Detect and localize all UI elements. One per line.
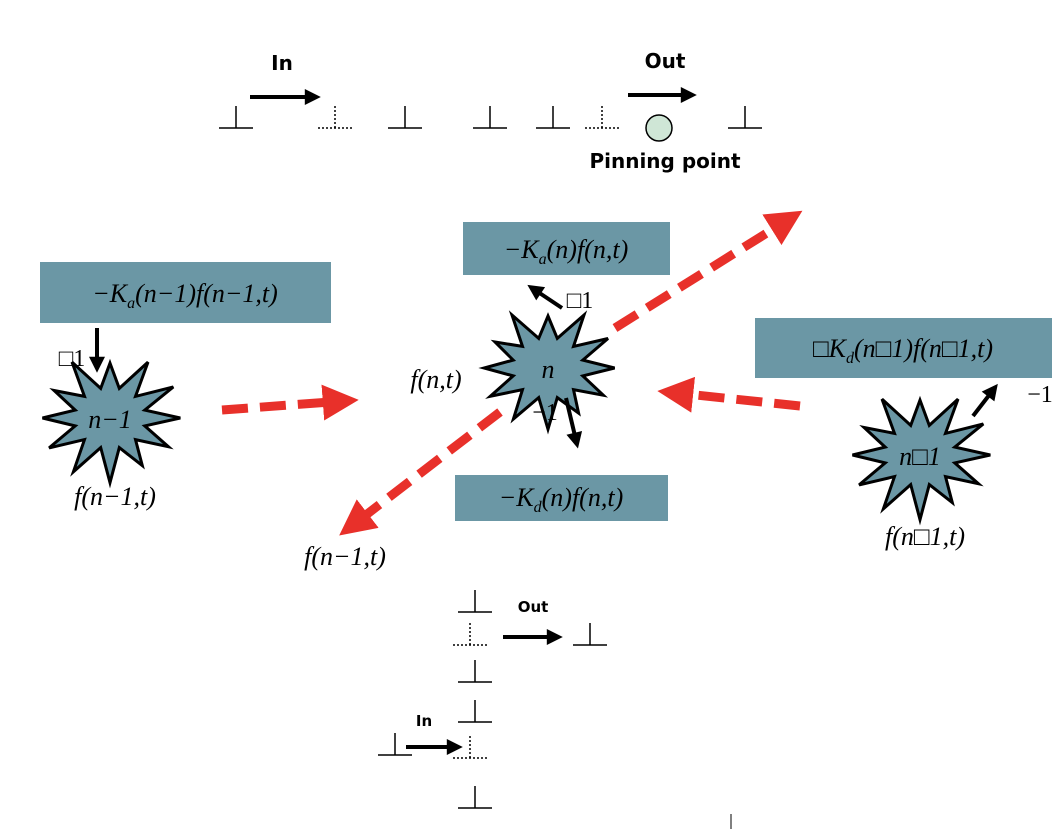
rate-formula: −Kd(n)f(n,t)	[499, 483, 623, 516]
dislocation	[318, 106, 352, 128]
out-label: Out	[518, 598, 549, 616]
cluster-label: n	[542, 355, 555, 384]
cluster-label: n−1	[88, 405, 132, 434]
dislocation	[473, 106, 507, 128]
dislocation	[573, 623, 607, 645]
dislocation	[453, 623, 487, 645]
cluster-function: f(n,t)	[410, 365, 461, 394]
product-function: f(n−1,t)	[304, 542, 386, 571]
diagram: In Out Pinning point −Ka(n−1)f(n−1,t) −K…	[0, 0, 1060, 829]
cluster-function: f(n□1,t)	[885, 522, 965, 551]
step-label: □1	[567, 288, 594, 314]
dislocation	[219, 106, 253, 128]
step-arrow	[973, 394, 990, 416]
reaction-arrow	[686, 394, 800, 406]
pinning-point	[646, 115, 672, 141]
cluster-label: n□1	[899, 442, 941, 471]
reaction-arrow	[222, 402, 330, 410]
rate-formula: −Ka(n−1)f(n−1,t)	[92, 279, 278, 312]
out-label: Out	[645, 49, 686, 73]
step-label: −1	[1027, 382, 1053, 408]
step-arrow	[538, 292, 562, 308]
in-label: In	[271, 51, 293, 75]
rate-formula: −Ka(n)f(n,t)	[504, 235, 628, 268]
rate-formula: □Kd(n□1)f(n□1,t)	[813, 334, 993, 367]
dislocation	[458, 700, 492, 722]
dislocation	[536, 106, 570, 128]
dislocation	[378, 733, 412, 755]
dislocation	[458, 660, 492, 682]
step-label: □1	[59, 346, 86, 372]
dislocation	[388, 106, 422, 128]
step-label: −1	[532, 400, 558, 426]
dislocation	[585, 106, 619, 128]
cluster-function: f(n−1,t)	[74, 482, 156, 511]
in-label: In	[416, 712, 432, 730]
pinning-label: Pinning point	[589, 149, 741, 173]
dislocations	[219, 106, 762, 808]
dislocation	[458, 590, 492, 612]
dislocation	[453, 736, 487, 758]
dislocation	[728, 106, 762, 128]
dislocation	[458, 786, 492, 808]
